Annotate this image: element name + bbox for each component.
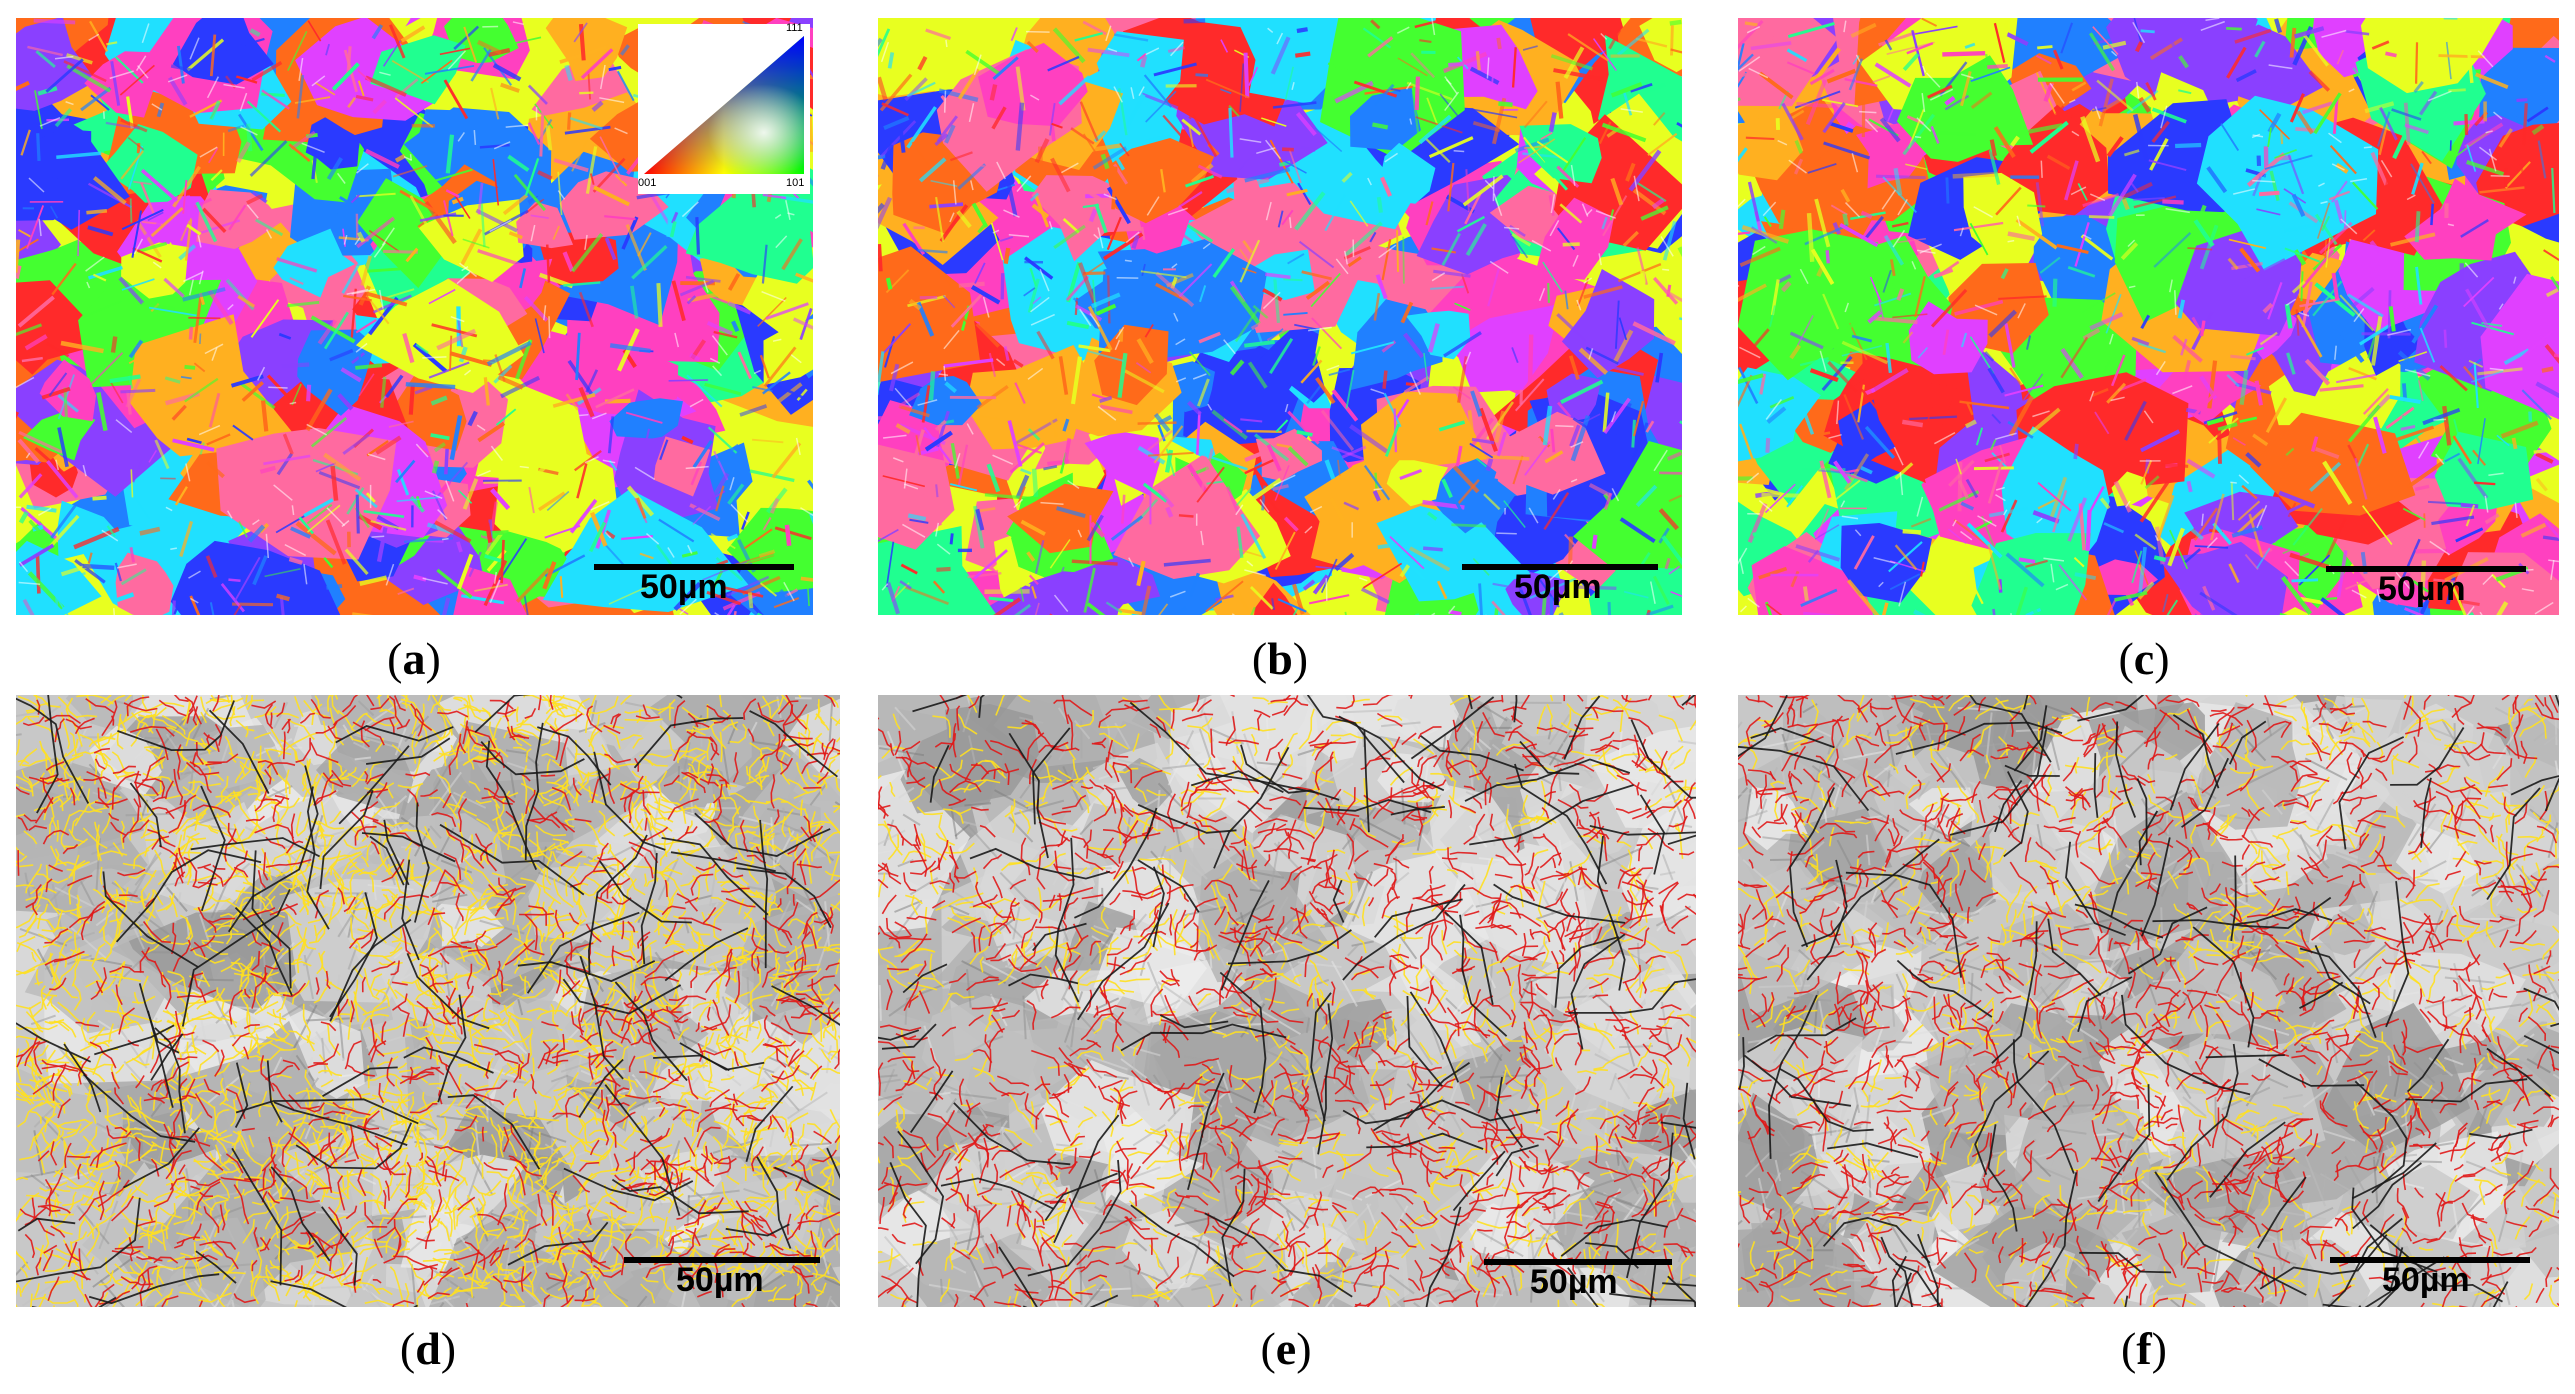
boundary-map-d: 50µm (16, 695, 840, 1307)
scale-bar-label-a: 50µm (640, 568, 728, 606)
caption-a: (a) (387, 633, 441, 684)
boundary-map-f-image (1738, 695, 2559, 1307)
ipf-tick-001: 001 (638, 177, 657, 189)
ipf-map-c: 50µm (1738, 18, 2559, 615)
scale-bar-label-b: 50µm (1514, 568, 1602, 606)
boundary-map-f: 50µm (1738, 695, 2559, 1307)
boundary-map-e-image (878, 695, 1696, 1307)
ipf-map-b: 50µm (878, 18, 1682, 615)
ipf-tick-101: 101 (786, 177, 805, 189)
ipf-color-key: 111 001 101 (638, 22, 810, 194)
boundary-map-d-image (16, 695, 840, 1307)
ipf-tick-111: 111 (786, 22, 803, 34)
caption-d: (d) (399, 1323, 457, 1374)
scale-bar-label-d: 50µm (676, 1261, 764, 1299)
caption-f: (f) (2121, 1323, 2167, 1374)
scale-bar-label-e: 50µm (1530, 1263, 1618, 1301)
scale-bar-label-f: 50µm (2382, 1261, 2470, 1299)
ipf-map-a: 111 001 101 50µm (16, 18, 813, 615)
caption-e: (e) (1260, 1323, 1312, 1374)
ipf-map-b-image (878, 18, 1682, 615)
ipf-map-c-image (1738, 18, 2559, 615)
caption-c: (c) (2118, 633, 2170, 684)
boundary-map-e: 50µm (878, 695, 1696, 1307)
ipf-triangle-icon (644, 36, 804, 174)
caption-b: (b) (1251, 633, 1309, 684)
scale-bar-label-c: 50µm (2378, 570, 2466, 608)
